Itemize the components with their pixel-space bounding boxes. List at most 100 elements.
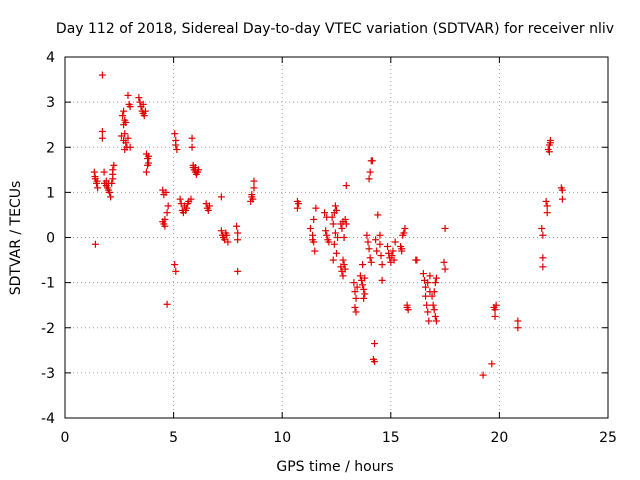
data-point <box>126 143 134 151</box>
data-point <box>121 146 129 154</box>
data-point <box>323 231 331 239</box>
data-point <box>342 182 350 190</box>
data-point <box>543 209 551 217</box>
data-point <box>124 91 132 99</box>
y-tick-label: -1 <box>41 276 55 292</box>
data-point <box>234 236 242 244</box>
data-point <box>539 254 547 262</box>
data-point <box>145 152 153 160</box>
data-point <box>328 213 336 221</box>
x-tick-label: 5 <box>169 430 178 446</box>
data-point <box>172 141 180 149</box>
x-tick-label: 25 <box>599 430 617 446</box>
data-point <box>334 234 342 241</box>
data-point <box>340 261 348 269</box>
data-point <box>430 306 438 314</box>
data-point <box>234 267 242 275</box>
data-point <box>488 360 496 368</box>
data-point <box>351 288 359 296</box>
data-point <box>139 100 147 108</box>
data-point <box>341 215 349 223</box>
data-point <box>372 236 380 244</box>
data-point <box>359 261 367 269</box>
data-point <box>187 195 195 203</box>
data-point <box>538 224 546 232</box>
data-point <box>205 202 213 210</box>
y-tick-label: 1 <box>46 185 55 201</box>
data-point <box>331 229 339 237</box>
data-point <box>338 224 346 232</box>
data-point <box>378 276 386 284</box>
data-point <box>224 238 232 246</box>
data-point <box>377 252 385 260</box>
data-point <box>248 191 256 199</box>
data-point <box>430 288 438 296</box>
data-point <box>514 317 522 325</box>
data-point <box>90 168 98 176</box>
data-point <box>161 222 169 230</box>
data-point <box>539 231 547 239</box>
data-point <box>250 177 258 185</box>
data-point <box>329 220 337 228</box>
data-point <box>234 229 242 237</box>
data-point <box>122 118 130 126</box>
data-point <box>479 371 487 379</box>
data-point <box>404 306 412 314</box>
data-point <box>184 200 192 208</box>
data-point <box>109 166 117 174</box>
x-axis-label: GPS time / hours <box>276 459 393 475</box>
data-point <box>424 279 432 287</box>
data-point <box>233 222 241 230</box>
y-tick-label: 3 <box>46 95 55 111</box>
data-point <box>514 324 522 332</box>
data-point <box>140 112 148 120</box>
data-point <box>359 281 367 289</box>
data-point <box>171 261 179 269</box>
data-point <box>173 146 181 154</box>
data-point <box>310 215 318 223</box>
data-point <box>107 193 115 201</box>
data-point <box>109 175 117 183</box>
data-point <box>98 71 106 79</box>
data-point <box>441 265 449 273</box>
data-point <box>312 204 320 212</box>
data-point <box>558 195 566 203</box>
data-point <box>223 231 231 239</box>
data-point <box>546 139 554 147</box>
data-point <box>182 206 190 214</box>
data-point <box>122 139 130 147</box>
data-point <box>431 279 439 287</box>
data-point <box>191 164 199 172</box>
data-point <box>422 292 430 300</box>
chart-title: Day 112 of 2018, Sidereal Day-to-day VTE… <box>56 21 614 37</box>
x-tick-label: 20 <box>490 430 508 446</box>
data-point <box>102 177 110 185</box>
data-point <box>309 236 317 244</box>
data-point <box>100 168 108 176</box>
data-point <box>333 206 340 214</box>
data-point <box>350 279 358 287</box>
data-point <box>164 202 172 210</box>
data-point <box>91 173 99 181</box>
data-point <box>121 130 129 138</box>
data-point <box>110 161 118 169</box>
data-point <box>366 168 374 176</box>
data-point <box>365 175 373 183</box>
data-point <box>361 290 369 298</box>
data-point <box>371 358 379 366</box>
data-point <box>124 134 132 142</box>
data-point <box>161 215 169 223</box>
data-point <box>108 179 116 187</box>
data-point <box>432 274 440 282</box>
data-point <box>363 231 371 239</box>
data-point <box>311 247 319 255</box>
data-point <box>176 195 184 203</box>
data-point <box>141 107 149 115</box>
x-tick-label: 10 <box>273 430 291 446</box>
data-point <box>249 195 257 203</box>
data-point <box>353 283 361 291</box>
data-point <box>144 161 152 169</box>
data-point <box>368 157 376 165</box>
data-point <box>356 272 364 280</box>
